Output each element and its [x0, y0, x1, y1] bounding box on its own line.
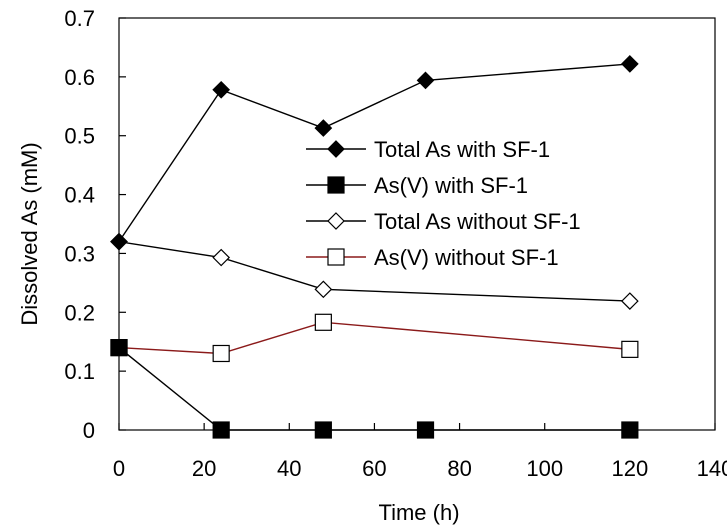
x-tick-label: 20 [192, 456, 216, 481]
series-line [118, 347, 630, 431]
data-point [314, 313, 332, 331]
data-point [314, 280, 333, 299]
data-point [212, 344, 230, 363]
legend-marker [327, 176, 345, 194]
y-tick-label: 0.1 [64, 359, 95, 384]
data-point [212, 248, 231, 267]
legend-label: Total As with SF-1 [374, 137, 550, 162]
y-axis-title: Dissolved As (mM) [17, 142, 42, 325]
y-tick-label: 0.3 [64, 241, 95, 266]
data-point [212, 421, 230, 439]
y-tick-label: 0.4 [64, 183, 95, 208]
x-axis-title: Time (h) [378, 500, 459, 525]
data-point [621, 340, 639, 358]
legend-label: Total As without SF-1 [374, 209, 581, 234]
y-tick-label: 0 [83, 418, 95, 443]
data-point [416, 71, 435, 90]
legend-marker [327, 212, 345, 230]
x-tick-label: 0 [113, 456, 125, 481]
legend-label: As(V) without SF-1 [374, 245, 559, 270]
y-tick-label: 0.5 [64, 124, 95, 149]
x-tick-label: 80 [447, 456, 471, 481]
y-tick-label: 0.7 [64, 6, 95, 31]
data-point [314, 421, 332, 439]
data-point [212, 80, 231, 99]
series-line [118, 321, 630, 355]
data-point [110, 339, 128, 357]
data-point [621, 292, 639, 310]
x-tick-label: 100 [526, 456, 563, 481]
series-line [118, 240, 630, 302]
data-point [621, 55, 639, 73]
x-tick-label: 120 [611, 456, 648, 481]
y-tick-label: 0.6 [64, 65, 95, 90]
x-tick-label: 140 [697, 456, 727, 481]
legend-marker [327, 248, 345, 266]
x-tick-label: 40 [277, 456, 301, 481]
x-tick-label: 60 [362, 456, 386, 481]
legend-marker [327, 140, 345, 158]
data-point [621, 421, 639, 439]
y-tick-label: 0.2 [64, 300, 95, 325]
data-point [110, 232, 128, 251]
data-point [416, 421, 435, 439]
legend-label: As(V) with SF-1 [374, 173, 528, 198]
data-point [314, 119, 333, 137]
